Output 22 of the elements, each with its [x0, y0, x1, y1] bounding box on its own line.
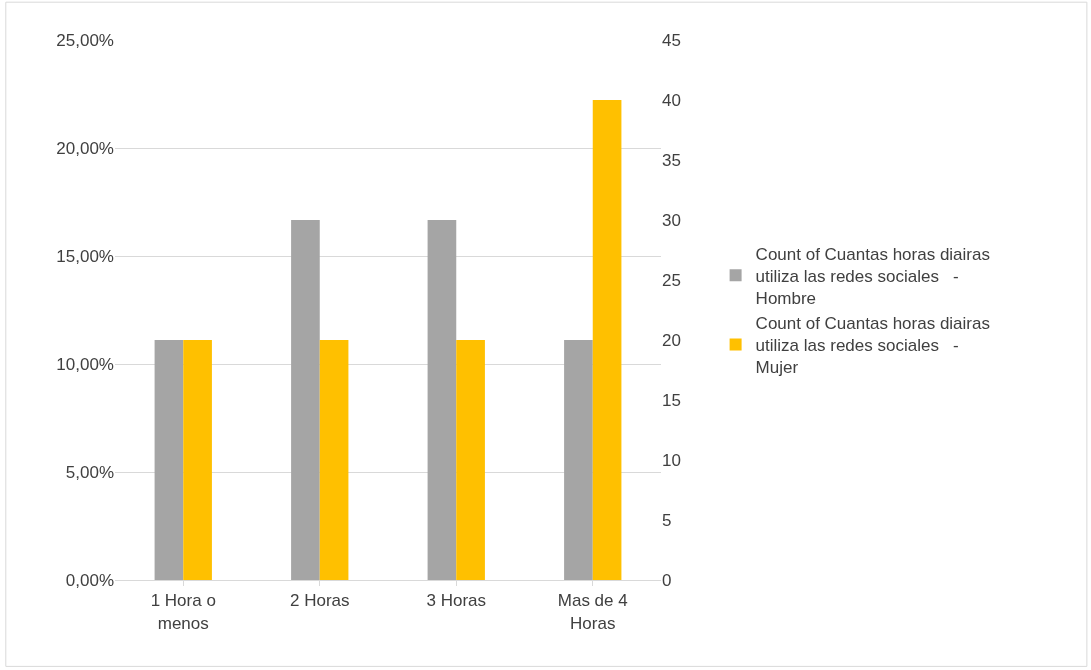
y-tick-label: 20,00% [56, 138, 114, 158]
y2-tick-label: 15 [662, 390, 681, 410]
x-tick-label: 2 Horas [289, 591, 350, 611]
y2-tick-label: 5 [662, 510, 672, 530]
x-tick-label: 1 Hora o menos [150, 591, 216, 633]
y2-tick-label: 30 [662, 210, 681, 230]
y-tick-label: 25,00% [56, 30, 114, 50]
legend-label: Count of Cuantas horas diairas utiliza las redes sociales - Mujer [755, 313, 990, 378]
y2-tick-label: 40 [662, 90, 681, 110]
y2-tick-label: 10 [662, 450, 681, 470]
y2-tick-label: 35 [662, 150, 681, 170]
x-tick-label: 3 Horas [426, 591, 487, 611]
y2-tick-label: 45 [662, 30, 681, 50]
x-tick-label: Mas de 4 Horas [557, 591, 628, 633]
legend-label: Count of Cuantas horas diairas utiliza las redes sociales - Hombre [755, 244, 990, 308]
y2-tick-label: 0 [662, 570, 672, 590]
y-tick-label: 0,00% [65, 570, 114, 590]
y-tick-label: 15,00% [56, 246, 114, 266]
y2-tick-label: 25 [662, 270, 681, 290]
y-tick-label: 5,00% [65, 462, 114, 482]
y2-tick-label: 20 [662, 330, 681, 350]
y-tick-label: 10,00% [56, 354, 114, 374]
